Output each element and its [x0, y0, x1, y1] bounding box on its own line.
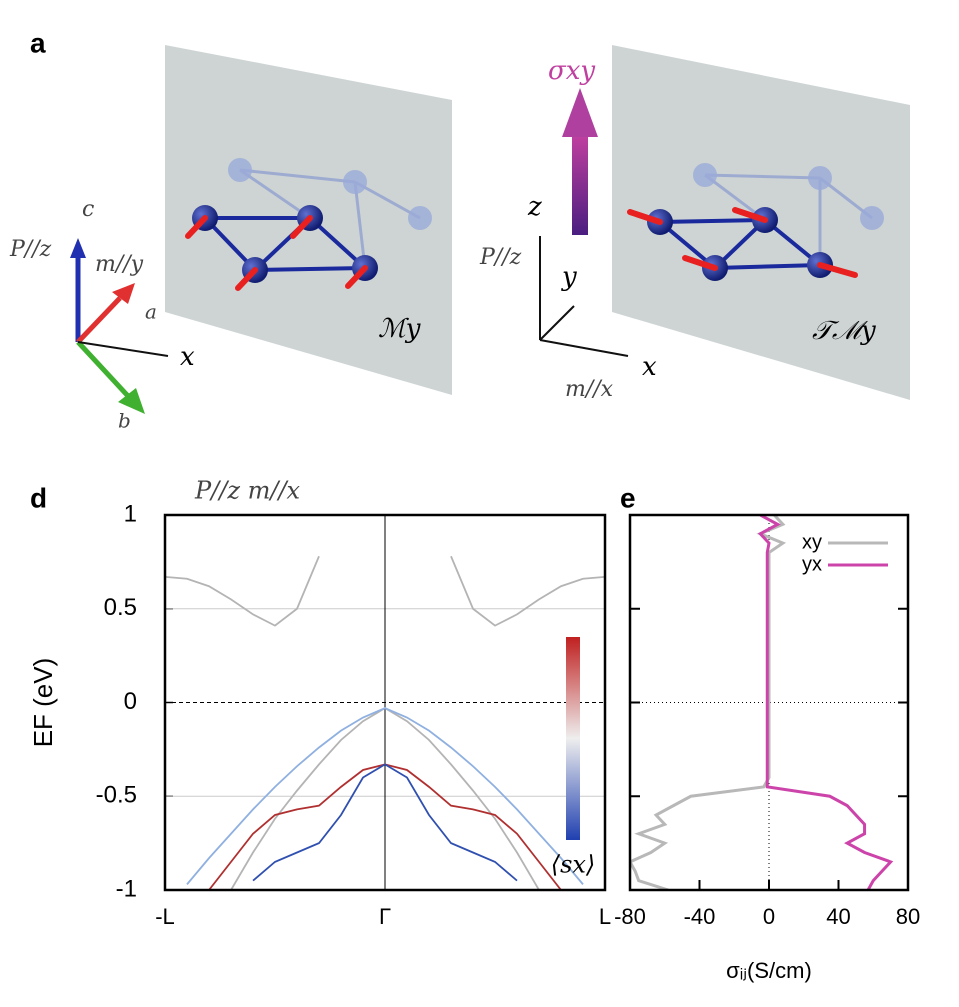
band-line [186, 707, 584, 885]
axis-label: x [642, 352, 657, 382]
curves [630, 515, 894, 890]
x-tick-label: -L [155, 904, 175, 929]
sigma-label: σxy [548, 56, 595, 86]
axis-label: c [82, 197, 94, 222]
y-tick-label: 0.5 [104, 594, 137, 621]
plane-label: 𝒯ℳy [812, 316, 876, 346]
legend-label: yx [802, 553, 822, 575]
x-tick-label: -80 [614, 904, 646, 929]
axis-label: z [527, 192, 542, 222]
axis-label: P//z [479, 245, 522, 270]
x-axis-title: σᵢⱼ(S/cm) [726, 958, 812, 983]
x-tick-label: -40 [684, 904, 716, 929]
legend-label: xy [802, 531, 822, 553]
axis-label: y [561, 262, 577, 292]
axis-label: m//x [565, 377, 614, 402]
axes-frame [163, 513, 607, 892]
axes-frame [628, 513, 910, 892]
conductivity-line [630, 515, 787, 890]
panel-a-art [70, 45, 910, 414]
panel-label: e [620, 482, 636, 513]
colorbar-label: ⟨sx⟩ [551, 851, 596, 879]
bands [165, 555, 605, 890]
y-tick-label: 1 [124, 500, 137, 527]
panel-label: d [30, 482, 47, 513]
axis-label: a [145, 300, 157, 324]
axis-label: m//y [95, 252, 144, 277]
band-line [165, 555, 605, 627]
panel-a-labels: a c P//z m//y a b x ℳy σxy z P//z y x m/… [9, 27, 876, 432]
y-axis-title: EF (eV) [28, 658, 58, 748]
x-tick-label: Γ [379, 904, 391, 929]
panel-label: a [30, 27, 46, 58]
colorbar [566, 637, 580, 840]
conductivity-line [757, 515, 894, 890]
x-tick-label: 40 [826, 904, 850, 929]
plane-label: ℳy [378, 314, 421, 344]
band-line [252, 763, 518, 882]
axis-label: b [118, 409, 131, 433]
chart-title: P//z m//x [194, 477, 301, 505]
y-tick-label: 0 [124, 688, 137, 715]
x-tick-label: 0 [763, 904, 775, 929]
axis-label: x [180, 342, 195, 372]
x-tick-label: L [599, 904, 611, 929]
y-tick-label: -0.5 [96, 782, 137, 809]
y-tick-label: -1 [116, 875, 137, 902]
x-tick-label: 80 [896, 904, 920, 929]
axis-label: P//z [9, 237, 52, 262]
